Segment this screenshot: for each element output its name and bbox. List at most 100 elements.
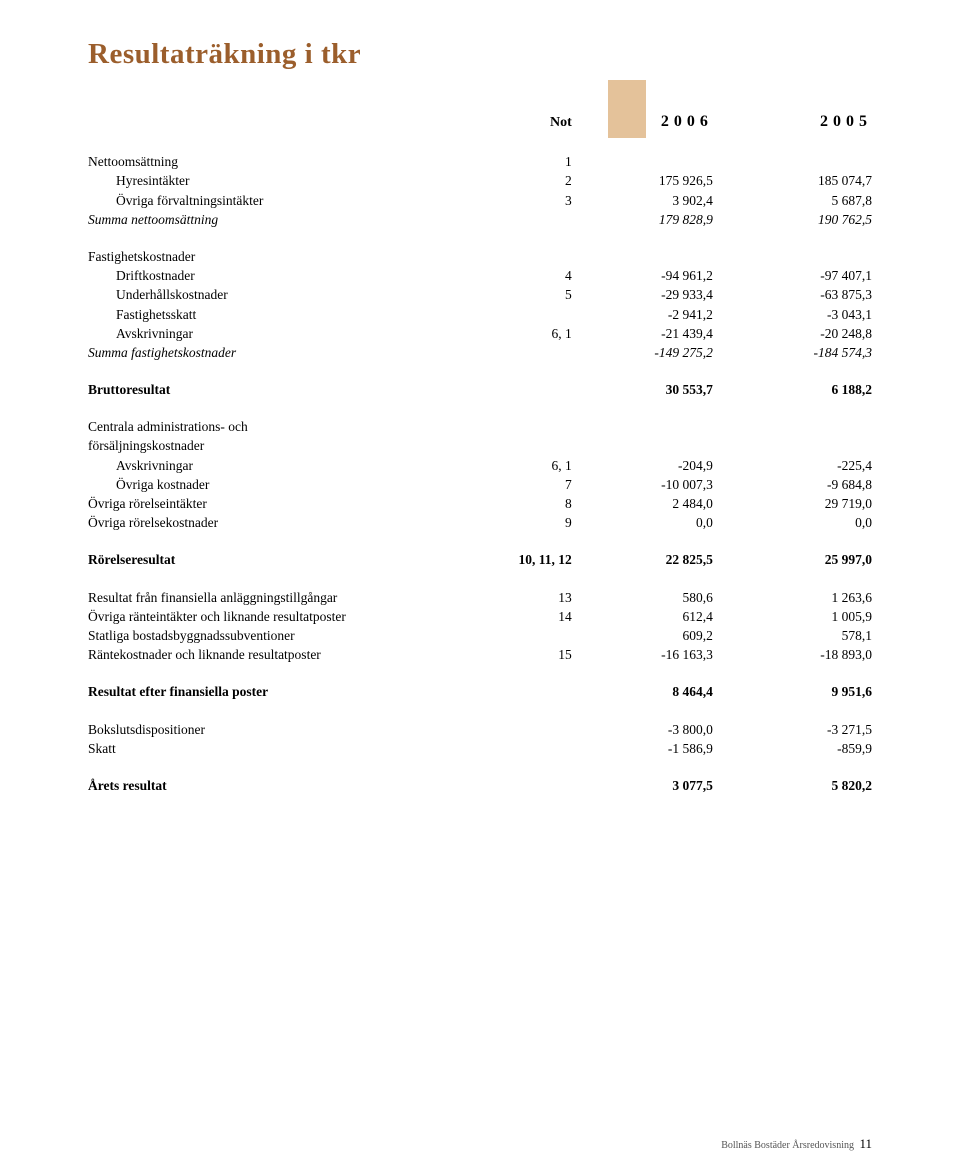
row-y1: 175 926,5: [590, 172, 731, 191]
row-not: [496, 343, 590, 362]
table-row: Bokslutsdispositioner-3 800,0-3 271,5: [88, 720, 872, 739]
row-not: [496, 437, 590, 456]
row-not: 1: [496, 153, 590, 172]
row-not: 9: [496, 514, 590, 533]
row-y1: -204,9: [590, 456, 731, 475]
row-not: [496, 305, 590, 324]
row-label: Resultat från finansiella anläggningstil…: [88, 588, 496, 607]
row-y2: [731, 247, 872, 266]
table-row: Rörelseresultat10, 11, 1222 825,525 997,…: [88, 551, 872, 570]
row-not: [496, 626, 590, 645]
row-label: Resultat efter finansiella poster: [88, 683, 496, 702]
row-y1: -16 163,3: [590, 646, 731, 665]
table-row: Fastighetsskatt -2 941,2-3 043,1: [88, 305, 872, 324]
table-row: försäljningskostnader: [88, 437, 872, 456]
table-row: [88, 533, 872, 551]
row-y1: 8 464,4: [590, 683, 731, 702]
row-label: Bruttoresultat: [88, 380, 496, 399]
row-y1: 580,6: [590, 588, 731, 607]
row-y2: -9 684,8: [731, 475, 872, 494]
row-y1: -94 961,2: [590, 267, 731, 286]
row-label: Nettoomsättning: [88, 153, 496, 172]
table-row: Nettoomsättning1: [88, 153, 872, 172]
row-label: Övriga rörelseintäkter: [88, 494, 496, 513]
row-not: [496, 739, 590, 758]
row-y2: -63 875,3: [731, 286, 872, 305]
row-y2: [731, 418, 872, 437]
row-label: Driftkostnader: [88, 267, 496, 286]
table-row: Resultat efter finansiella poster 8 464,4…: [88, 683, 872, 702]
table-row: Fastighetskostnader: [88, 247, 872, 266]
row-y1: 22 825,5: [590, 551, 731, 570]
row-y2: 1 005,9: [731, 607, 872, 626]
row-label: Summa nettoomsättning: [88, 210, 496, 229]
row-y1: -10 007,3: [590, 475, 731, 494]
row-y1: 609,2: [590, 626, 731, 645]
row-y1: -21 439,4: [590, 324, 731, 343]
row-label: Fastighetsskatt: [88, 305, 496, 324]
col-header-y2: 2005: [731, 111, 872, 153]
table-row: Årets resultat3 077,55 820,2: [88, 776, 872, 795]
table-row: [88, 570, 872, 588]
row-label: Övriga förvaltningsintäkter: [88, 191, 496, 210]
row-not: [496, 380, 590, 399]
row-not: 4: [496, 267, 590, 286]
table-row: Övriga kostnader7-10 007,3-9 684,8: [88, 475, 872, 494]
row-not: [496, 247, 590, 266]
row-not: 15: [496, 646, 590, 665]
row-y2: 25 997,0: [731, 551, 872, 570]
row-y1: 3 902,4: [590, 191, 731, 210]
table-row: Resultat från finansiella anläggningstil…: [88, 588, 872, 607]
row-y2: 6 188,2: [731, 380, 872, 399]
row-label: Räntekostnader och liknande resultatpost…: [88, 646, 496, 665]
row-y2: -184 574,3: [731, 343, 872, 362]
table-row: [88, 229, 872, 247]
row-y1: 179 828,9: [590, 210, 731, 229]
row-not: 2: [496, 172, 590, 191]
row-y1: [590, 153, 731, 172]
row-label: Hyresintäkter: [88, 172, 496, 191]
table-row: Avskrivningar6, 1-204,9-225,4: [88, 456, 872, 475]
row-y2: -859,9: [731, 739, 872, 758]
table-row: Centrala administrations- och: [88, 418, 872, 437]
row-y2: [731, 153, 872, 172]
row-not: 8: [496, 494, 590, 513]
table-row: Övriga förvaltningsintäkter33 902,45 687…: [88, 191, 872, 210]
row-not: 14: [496, 607, 590, 626]
page-footer: Bollnäs Bostäder Årsredovisning 11: [721, 1136, 872, 1152]
row-label: Avskrivningar: [88, 324, 496, 343]
table-row: Avskrivningar6, 1-21 439,4-20 248,8: [88, 324, 872, 343]
row-not: [496, 210, 590, 229]
table-row: [88, 400, 872, 418]
row-y1: [590, 437, 731, 456]
row-not: 13: [496, 588, 590, 607]
row-y2: -3 043,1: [731, 305, 872, 324]
page-title: Resultaträkning i tkr: [88, 38, 872, 71]
row-not: [496, 418, 590, 437]
row-y2: 5 687,8: [731, 191, 872, 210]
table-row: Summa fastighetskostnader-149 275,2-184 …: [88, 343, 872, 362]
row-y1: -2 941,2: [590, 305, 731, 324]
footer-text: Bollnäs Bostäder Årsredovisning: [721, 1140, 854, 1151]
row-not: [496, 776, 590, 795]
row-not: [496, 720, 590, 739]
row-y2: 0,0: [731, 514, 872, 533]
table-row: Övriga ränteintäkter och liknande result…: [88, 607, 872, 626]
row-y2: 190 762,5: [731, 210, 872, 229]
table-row: Övriga rörelsekostnader90,00,0: [88, 514, 872, 533]
row-y1: 3 077,5: [590, 776, 731, 795]
row-not: 10, 11, 12: [496, 551, 590, 570]
row-y2: 185 074,7: [731, 172, 872, 191]
table-row: [88, 362, 872, 380]
table-row: [88, 665, 872, 683]
row-y2: -20 248,8: [731, 324, 872, 343]
table-row: Driftkostnader4-94 961,2-97 407,1: [88, 267, 872, 286]
table-row: Underhållskostnader5-29 933,4-63 875,3: [88, 286, 872, 305]
table-row: Statliga bostadsbyggnadssubventioner609,…: [88, 626, 872, 645]
table-row: [88, 702, 872, 720]
row-y1: -3 800,0: [590, 720, 731, 739]
row-y2: -3 271,5: [731, 720, 872, 739]
row-y1: 612,4: [590, 607, 731, 626]
row-not: 5: [496, 286, 590, 305]
table-row: Bruttoresultat30 553,76 188,2: [88, 380, 872, 399]
